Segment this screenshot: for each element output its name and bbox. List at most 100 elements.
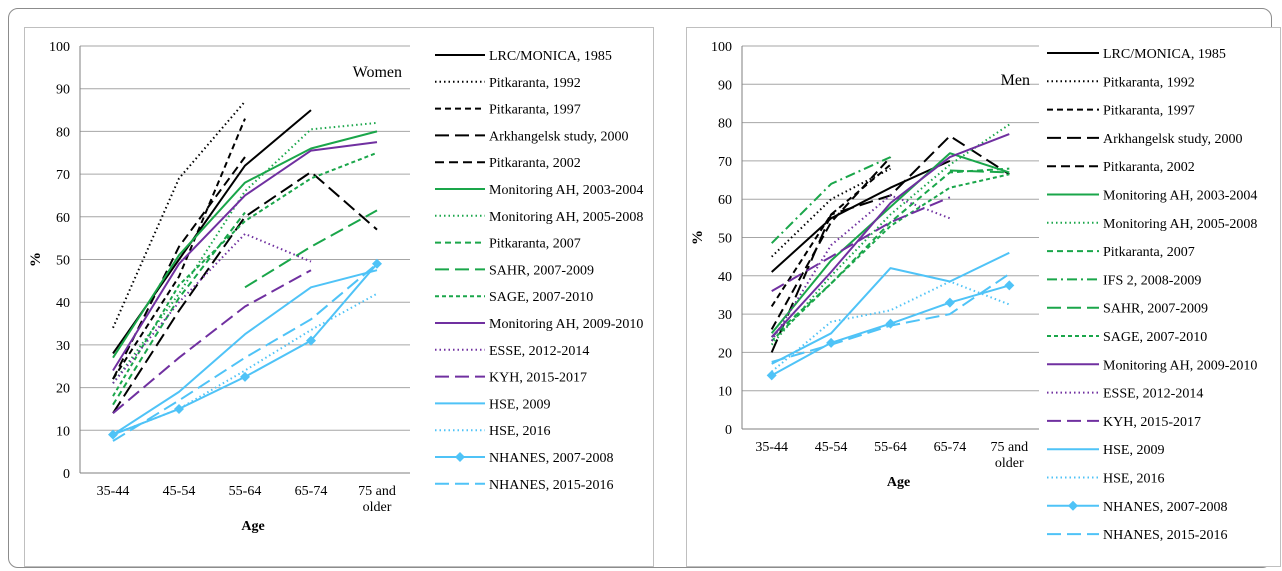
legend-label: NHANES, 2015-2016 [1103, 528, 1227, 543]
legend-label: Pitkaranta, 2007 [489, 237, 581, 252]
y-tick-label: 10 [56, 424, 70, 439]
legend-label: Pitkaranta, 1997 [489, 103, 581, 118]
legend-marker [1068, 500, 1078, 511]
y-tick-label: 90 [56, 83, 70, 98]
series-line [949, 169, 1010, 174]
series-line [112, 100, 246, 329]
x-tick-label: older [363, 500, 392, 515]
legend-label: HSE, 2009 [1103, 443, 1164, 458]
y-tick-label: 60 [56, 211, 70, 226]
legend-label: Pitkaranta, 2007 [1103, 245, 1195, 260]
series-line [771, 280, 1010, 373]
legend-label: SAHR, 2007-2009 [1103, 302, 1208, 317]
legend-label: ESSE, 2012-2014 [489, 344, 589, 359]
y-tick-label: 80 [56, 125, 70, 140]
legend-label: HSE, 2016 [1103, 472, 1164, 487]
data-point-marker [1004, 280, 1015, 291]
y-tick-label: 0 [63, 467, 70, 482]
y-tick-label: 40 [718, 270, 732, 285]
legend-label: Monitoring AH, 2003-2004 [489, 183, 643, 198]
y-tick-label: 0 [725, 423, 732, 438]
legend-label: IFS 2, 2008-2009 [1103, 273, 1201, 288]
legend-label: NHANES, 2007-2008 [1103, 500, 1227, 515]
legend-label: SAGE, 2007-2010 [1103, 330, 1207, 345]
series-line [112, 232, 312, 384]
y-tick-label: 20 [56, 382, 70, 397]
data-point-marker [240, 371, 250, 382]
series-line [770, 152, 1010, 334]
series-line [112, 156, 246, 380]
series-line [244, 209, 378, 289]
legend-label: Arkhangelsk study, 2000 [1103, 132, 1242, 147]
series-line [112, 269, 312, 414]
x-tick-label: 45-54 [815, 440, 848, 455]
legend-label: NHANES, 2007-2008 [489, 451, 613, 466]
series-line [112, 292, 378, 436]
y-tick-label: 100 [49, 40, 70, 55]
series-line [770, 156, 891, 244]
series-line [112, 263, 378, 442]
legend-label: Monitoring AH, 2005-2008 [1103, 217, 1257, 232]
legend-label: Pitkaranta, 1997 [1103, 104, 1195, 119]
women-chart-panel: 0 10 20 30 40 50 60 70 80 90 100 35-44 45-54 55-64 65-… [24, 27, 654, 567]
series-line [770, 194, 951, 342]
series-line [771, 251, 1010, 365]
series-line [112, 269, 378, 436]
y-tick-label: 20 [718, 346, 732, 361]
women-chart: 0 10 20 30 40 50 60 70 80 90 100 35-44 45-54 55-64 65-… [28, 40, 643, 534]
chart-title: Women [353, 64, 402, 81]
y-tick-label: 70 [718, 155, 732, 170]
legend-label: NHANES, 2015-2016 [489, 478, 613, 493]
series-line [112, 118, 246, 380]
legend-label: Arkhangelsk study, 2000 [489, 129, 628, 144]
series-line [770, 123, 1010, 346]
data-point-marker [306, 335, 316, 346]
legend-label: Pitkaranta, 1992 [1103, 75, 1195, 90]
series-line [770, 163, 892, 307]
x-axis-title: Age [887, 475, 910, 490]
x-tick-label: 45-54 [163, 484, 196, 499]
legend-marker [455, 452, 465, 462]
data-point-marker [108, 429, 118, 440]
series-line [112, 109, 312, 354]
men-chart-panel: 0 10 20 30 40 50 60 70 80 90 100 35-44 45-54 55-64 65-… [686, 27, 1281, 567]
x-tick-label: 35-44 [97, 484, 130, 499]
series-line [771, 159, 951, 273]
legend-label: Pitkaranta, 2002 [1103, 160, 1195, 175]
series-line [771, 167, 891, 258]
legend-label: HSE, 2016 [489, 424, 550, 439]
legend-label: SAGE, 2007-2010 [489, 290, 593, 305]
y-tick-label: 40 [56, 296, 70, 311]
series-line [112, 171, 378, 414]
legend-label: KYH, 2015-2017 [489, 371, 587, 386]
series-line [112, 211, 246, 406]
x-tick-label: 65-74 [295, 484, 328, 499]
y-tick-label: 70 [56, 168, 70, 183]
data-point-marker [372, 258, 382, 269]
y-axis-title: % [690, 230, 706, 245]
series-line [112, 121, 378, 384]
data-point-marker [826, 337, 837, 348]
y-tick-label: 80 [718, 117, 732, 132]
series-line [112, 141, 378, 372]
legend-label: Monitoring AH, 2003-2004 [1103, 189, 1257, 204]
legend-label: HSE, 2009 [489, 397, 550, 412]
y-tick-label: 90 [718, 78, 732, 93]
y-tick-label: 50 [56, 254, 70, 269]
legend-label: KYH, 2015-2017 [1103, 415, 1201, 430]
x-tick-label: 55-64 [229, 484, 262, 499]
data-point-marker [174, 403, 184, 414]
x-tick-label: older [995, 456, 1024, 471]
legend-label: Pitkaranta, 2002 [489, 156, 581, 171]
series-line [112, 151, 378, 397]
legend-label: Monitoring AH, 2005-2008 [489, 210, 643, 225]
chart-title: Men [1001, 72, 1030, 89]
y-tick-label: 100 [711, 40, 732, 55]
y-axis-title: % [28, 252, 44, 267]
legend-label: LRC/MONICA, 1985 [489, 49, 612, 64]
data-point-marker [766, 370, 777, 381]
y-tick-label: 60 [718, 193, 732, 208]
y-tick-label: 10 [718, 385, 732, 400]
legend-label: Monitoring AH, 2009-2010 [1103, 358, 1257, 373]
